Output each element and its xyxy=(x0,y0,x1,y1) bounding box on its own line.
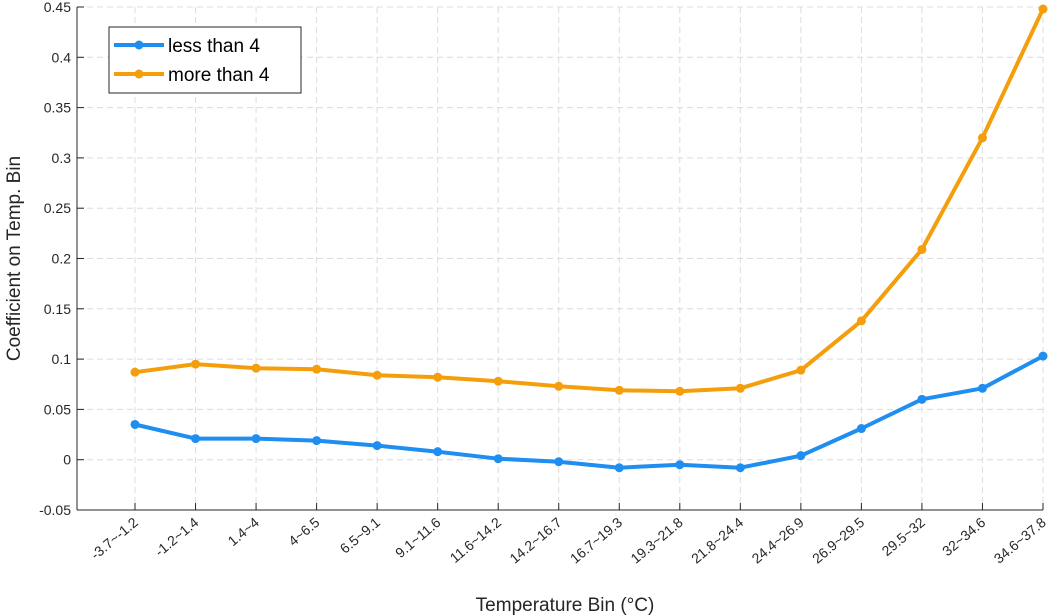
data-point xyxy=(312,364,322,374)
data-point xyxy=(614,463,624,473)
y-tick-label: 0.2 xyxy=(52,251,72,267)
y-tick-label: 0.1 xyxy=(52,351,72,367)
y-tick-label: 0.15 xyxy=(44,301,71,317)
y-tick-label: 0.35 xyxy=(44,100,71,116)
legend-marker xyxy=(134,40,144,50)
data-point xyxy=(191,434,201,444)
y-tick-label: -0.05 xyxy=(39,502,71,518)
data-point xyxy=(856,424,866,434)
data-point xyxy=(554,381,564,391)
series-line-1 xyxy=(133,354,1045,470)
data-point xyxy=(675,386,685,396)
y-tick-label: 0.3 xyxy=(52,150,72,166)
data-point xyxy=(917,244,927,254)
data-point xyxy=(251,363,261,373)
data-point xyxy=(856,316,866,326)
data-point xyxy=(917,394,927,404)
data-point xyxy=(312,436,322,446)
series-line-2 xyxy=(133,7,1045,394)
data-point xyxy=(1038,4,1048,14)
data-point xyxy=(493,376,503,386)
y-tick-label: 0.05 xyxy=(44,401,71,417)
data-point xyxy=(1038,351,1048,361)
y-tick-label: 0.25 xyxy=(44,200,71,216)
data-point xyxy=(191,359,201,369)
data-point xyxy=(796,451,806,461)
data-point xyxy=(977,383,987,393)
x-axis-label: Temperature Bin (°C) xyxy=(476,595,655,616)
legend-label: less than 4 xyxy=(168,36,260,57)
data-point xyxy=(977,133,987,143)
data-point xyxy=(493,454,503,464)
legend-label: more than 4 xyxy=(168,65,270,86)
data-point xyxy=(735,463,745,473)
y-axis-label: Coefficient on Temp. Bin xyxy=(4,156,25,361)
data-point xyxy=(251,434,261,444)
legend-box xyxy=(108,26,302,94)
data-point xyxy=(130,367,140,377)
data-point xyxy=(675,460,685,470)
data-point xyxy=(796,365,806,375)
series-group xyxy=(130,4,1048,473)
grid-lines xyxy=(77,6,1044,511)
data-point xyxy=(554,457,564,467)
data-point xyxy=(433,447,443,457)
y-tick-label: 0 xyxy=(63,452,71,468)
data-point xyxy=(372,370,382,380)
data-point xyxy=(130,419,140,429)
legend: less than 4 more than 4 xyxy=(108,26,302,94)
data-point xyxy=(614,385,624,395)
y-tick-label: 0.45 xyxy=(44,0,71,15)
data-point xyxy=(433,372,443,382)
y-tick-label: 0.4 xyxy=(52,49,72,65)
data-point xyxy=(735,383,745,393)
data-point xyxy=(372,441,382,451)
legend-marker xyxy=(134,69,144,79)
